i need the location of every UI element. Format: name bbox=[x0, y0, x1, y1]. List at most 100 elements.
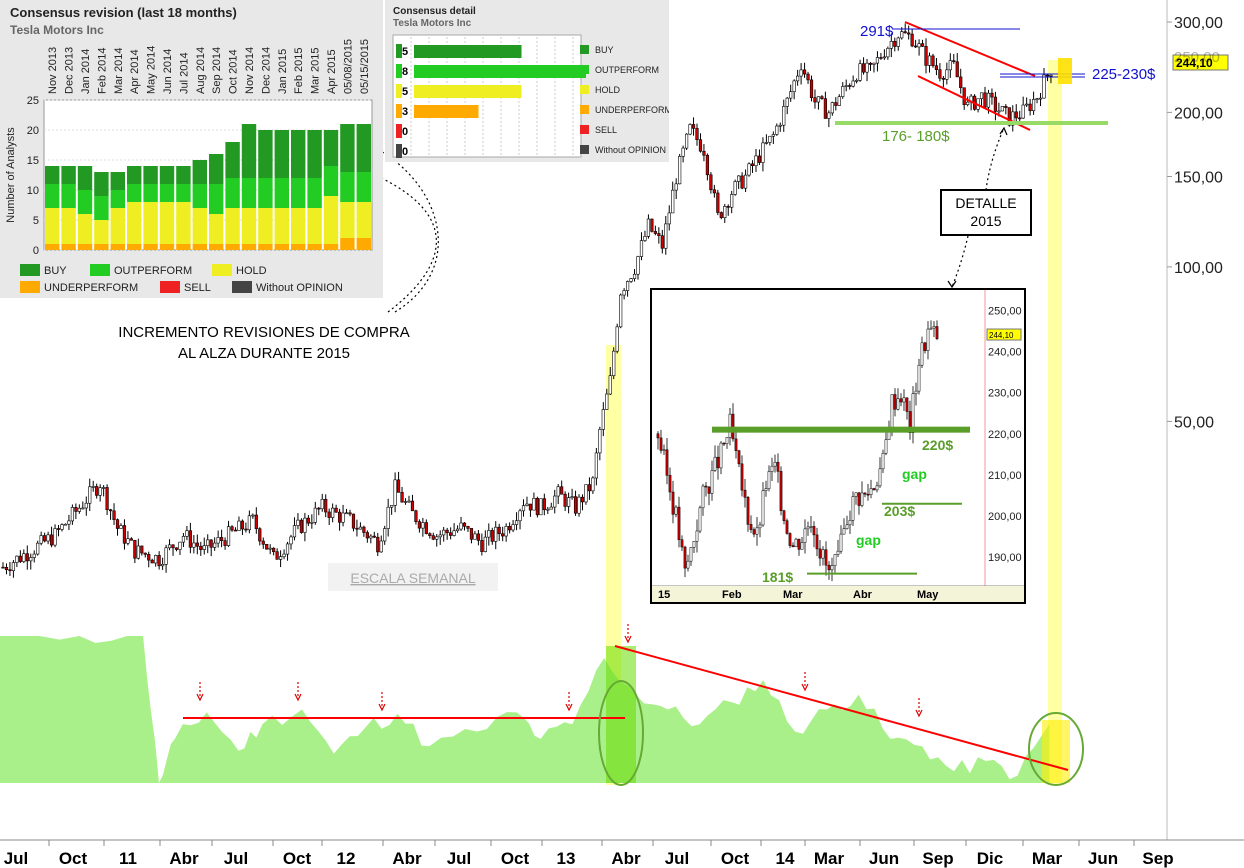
candle-body bbox=[802, 69, 807, 75]
revision-bar-segment bbox=[258, 208, 273, 244]
candle-body bbox=[789, 91, 793, 99]
inset-candle-body bbox=[719, 442, 723, 469]
revision-subtitle: Tesla Motors Inc bbox=[10, 23, 104, 37]
candle-body bbox=[636, 256, 640, 275]
inset-candle-body bbox=[851, 496, 855, 521]
candle-body bbox=[525, 503, 529, 506]
inset-candle-body bbox=[746, 497, 750, 525]
axis-top-partial: 250,00 bbox=[1174, 49, 1220, 66]
candle-body bbox=[931, 55, 935, 67]
detalle-arrow-down-head bbox=[947, 280, 957, 289]
candle-body bbox=[154, 555, 158, 564]
candle-body bbox=[188, 530, 192, 548]
revision-legend-swatch bbox=[20, 264, 40, 276]
candle-body bbox=[455, 528, 460, 532]
red-down-arrowhead bbox=[915, 709, 923, 718]
inset-candle-body bbox=[776, 461, 780, 472]
revision-category-label: 05/08/2015 bbox=[342, 39, 354, 94]
candle-body bbox=[646, 218, 651, 237]
x-tick-label: Jul bbox=[4, 849, 29, 868]
trend-line-upper bbox=[904, 21, 1036, 77]
revision-category-label: Apr 2015 bbox=[326, 49, 338, 94]
detalle-arrow-down bbox=[951, 235, 969, 288]
candle-body bbox=[1049, 74, 1053, 77]
candle-body bbox=[150, 559, 154, 564]
candle-body bbox=[594, 452, 598, 479]
candle-body bbox=[799, 69, 803, 77]
candle-body bbox=[442, 529, 446, 536]
revision-bar-segment bbox=[291, 244, 306, 250]
candle-body bbox=[726, 206, 730, 208]
candle-body bbox=[900, 31, 904, 39]
revision-category-label: Jun 2014 bbox=[162, 49, 174, 94]
inset-candle-body bbox=[701, 485, 705, 509]
candle-body bbox=[233, 529, 238, 532]
candle-body bbox=[1035, 98, 1039, 100]
candle-body bbox=[449, 532, 453, 536]
x-tick-label: Jun bbox=[1088, 849, 1118, 868]
candle-body bbox=[778, 124, 782, 127]
inset-ytick-label: 250,00 bbox=[988, 305, 1022, 317]
candle-body bbox=[483, 536, 487, 552]
revision-category-label: Feb 2015 bbox=[293, 48, 305, 94]
revision-bar-segment bbox=[159, 244, 175, 250]
revision-legend-swatch bbox=[20, 281, 40, 293]
inset-candle-body bbox=[731, 413, 735, 440]
candle-body bbox=[643, 236, 647, 241]
candle-body bbox=[140, 545, 144, 554]
candle-body bbox=[240, 520, 245, 530]
candle-body bbox=[511, 524, 515, 531]
candle-body bbox=[598, 429, 602, 454]
revision-bar-segment bbox=[176, 202, 191, 244]
inset-candle-body bbox=[674, 506, 678, 515]
candle-body bbox=[934, 65, 939, 70]
candle-body bbox=[907, 32, 911, 35]
inset-candle-body bbox=[812, 526, 816, 536]
candle-body bbox=[247, 515, 251, 531]
inset-candle-body bbox=[908, 411, 912, 433]
revision-bar-segment bbox=[61, 184, 76, 208]
indicator-fill bbox=[0, 636, 1050, 783]
revision-bar-segment bbox=[241, 178, 257, 208]
candle-body bbox=[81, 507, 85, 510]
candle-body bbox=[629, 278, 633, 282]
inset-label-gap-1: gap bbox=[902, 466, 927, 482]
candle-body bbox=[105, 487, 109, 510]
revision-bar-segment bbox=[127, 166, 142, 184]
inset-candle-body bbox=[896, 398, 900, 410]
candle-body bbox=[306, 517, 310, 524]
candle-body bbox=[830, 102, 834, 114]
candle-body bbox=[480, 540, 484, 552]
candle-body bbox=[570, 496, 574, 499]
candle-body bbox=[542, 498, 546, 511]
inset-candle-body bbox=[707, 486, 711, 494]
candle-body bbox=[272, 547, 276, 553]
revision-bar-segment bbox=[192, 160, 207, 184]
revision-bar-segment bbox=[61, 244, 76, 250]
candle-body bbox=[341, 512, 345, 523]
candle-body bbox=[979, 92, 984, 100]
candle-body bbox=[417, 521, 422, 529]
revision-bar-segment bbox=[176, 166, 191, 184]
candle-body bbox=[147, 554, 151, 561]
candle-body bbox=[251, 514, 255, 517]
inset-candle-body bbox=[860, 492, 864, 506]
candle-body bbox=[299, 519, 304, 533]
inset-candle-body bbox=[803, 528, 807, 543]
x-tick-label: Oct bbox=[59, 849, 88, 868]
candle-body bbox=[469, 528, 474, 540]
candle-body bbox=[844, 85, 848, 87]
x-tick-label: Jun bbox=[869, 849, 899, 868]
candle-body bbox=[268, 547, 272, 550]
candle-body bbox=[1025, 103, 1029, 106]
revision-bar-segment bbox=[258, 178, 273, 208]
candle-body bbox=[695, 128, 699, 140]
detail-legend-swatch bbox=[580, 125, 589, 134]
candle-body bbox=[938, 69, 942, 79]
revision-bar-segment bbox=[291, 208, 306, 244]
candle-body bbox=[584, 484, 588, 503]
last-price-tag bbox=[1172, 54, 1229, 71]
candle-body bbox=[327, 511, 331, 518]
inset-candle-body bbox=[881, 452, 885, 470]
revision-bar-segment bbox=[159, 166, 175, 184]
